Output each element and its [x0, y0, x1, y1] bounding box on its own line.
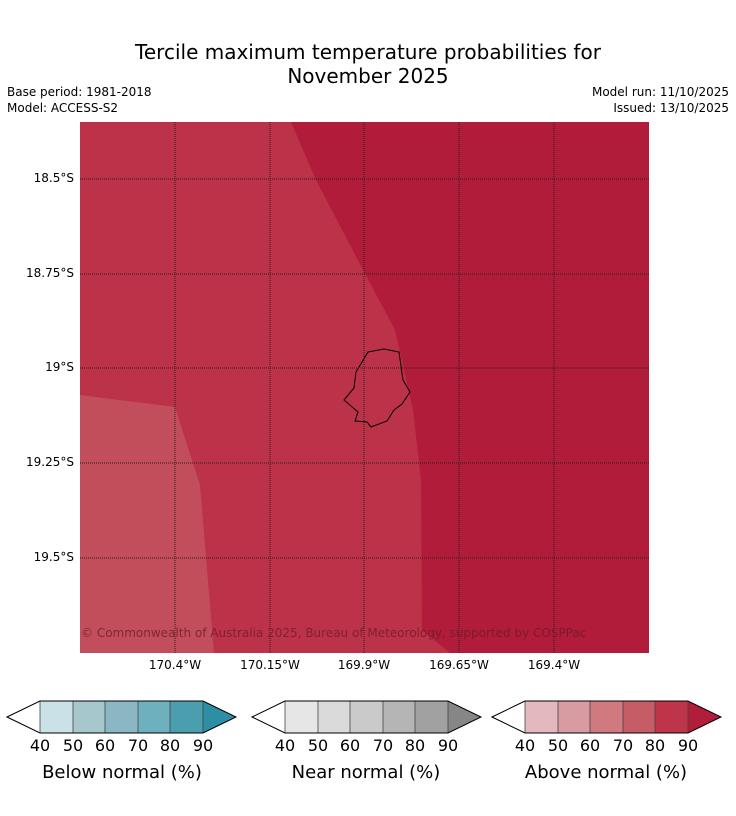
tick-label: 40 [29, 736, 51, 755]
cbar-segment [590, 701, 623, 733]
title-line-2: November 2025 [287, 64, 449, 88]
cbar-segment [40, 701, 73, 733]
tick-label: 70 [127, 736, 149, 755]
tick-label: 70 [612, 736, 634, 755]
lat-label: 19°S [45, 360, 74, 374]
colorbar-near-normal [251, 700, 483, 736]
cbar-segment [415, 701, 448, 733]
lon-label: 169.9°W [337, 658, 391, 672]
lat-label: 19.25°S [26, 455, 74, 469]
cbar-segment [203, 701, 236, 733]
map-title: Tercile maximum temperature probabilitie… [0, 40, 736, 88]
issued-date: Issued: 13/10/2025 [613, 101, 729, 115]
tick-label: 40 [274, 736, 296, 755]
lat-label: 19.5°S [33, 550, 74, 564]
cbar-segment [492, 701, 525, 733]
cbar-segment [170, 701, 203, 733]
cbar-segment [655, 701, 688, 733]
cbar-segment [525, 701, 558, 733]
cbar-segment [73, 701, 105, 733]
region-above-60-70 [80, 395, 214, 653]
colorbar-above-normal [491, 700, 723, 736]
lat-label: 18.5°S [33, 171, 74, 185]
tick-label: 90 [677, 736, 699, 755]
tick-label: 60 [94, 736, 116, 755]
copyright-notice: © Commonwealth of Australia 2025, Bureau… [81, 626, 587, 640]
graticule [80, 122, 649, 653]
tick-label: 60 [339, 736, 361, 755]
meta-right: Model run: 11/10/2025 Issued: 13/10/2025 [592, 84, 729, 116]
colorbar-title: Above normal (%) [524, 762, 688, 783]
cbar-segment [252, 701, 285, 733]
model-name: Model: ACCESS-S2 [7, 101, 119, 115]
tick-label: 70 [372, 736, 394, 755]
cbar-segment [285, 701, 318, 733]
model-run: Model run: 11/10/2025 [591, 85, 729, 99]
cbar-segment [350, 701, 383, 733]
base-period: Base period: 1981-2018 [7, 85, 152, 99]
cbar-segment [558, 701, 590, 733]
tick-label: 40 [514, 736, 536, 755]
cbar-segment [448, 701, 481, 733]
lon-label: 170.15°W [240, 658, 300, 672]
cbar-segment [318, 701, 350, 733]
cbar-segment [138, 701, 170, 733]
lon-label: 169.65°W [429, 658, 489, 672]
colorbar-below-normal [6, 700, 238, 736]
meta-left: Base period: 1981-2018 Model: ACCESS-S2 [7, 84, 152, 116]
tick-label: 80 [159, 736, 181, 755]
cbar-segment [7, 701, 40, 733]
cbar-segment [383, 701, 415, 733]
title-line-1: Tercile maximum temperature probabilitie… [135, 40, 601, 64]
tick-label: 50 [62, 736, 84, 755]
tick-label: 60 [579, 736, 601, 755]
tick-label: 80 [404, 736, 426, 755]
cbar-segment [105, 701, 138, 733]
colorbar-title: Below normal (%) [42, 762, 202, 783]
cbar-segment [688, 701, 721, 733]
colorbar-title: Near normal (%) [291, 762, 441, 783]
tick-label: 50 [307, 736, 329, 755]
tick-label: 90 [437, 736, 459, 755]
lon-label: 170.4°W [148, 658, 202, 672]
niue-island [343, 348, 411, 428]
tick-label: 90 [192, 736, 214, 755]
cbar-segment [623, 701, 655, 733]
lon-label: 169.4°W [527, 658, 581, 672]
tick-label: 50 [547, 736, 569, 755]
tick-label: 80 [644, 736, 666, 755]
lat-label: 18.75°S [26, 266, 74, 280]
probability-map [80, 122, 649, 653]
